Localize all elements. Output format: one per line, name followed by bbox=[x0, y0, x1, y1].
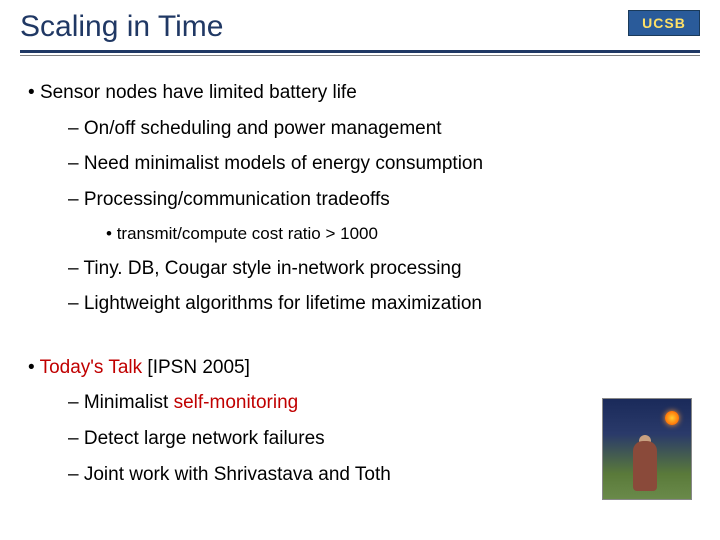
highlight-self-monitoring: self-monitoring bbox=[174, 392, 299, 413]
flame-icon bbox=[665, 411, 679, 425]
title-underline-thin bbox=[20, 55, 700, 56]
bullet-sub-1b: Need minimalist models of energy consump… bbox=[64, 151, 696, 177]
talk-ref: [IPSN 2005] bbox=[142, 357, 250, 378]
title-underline-thick bbox=[20, 50, 700, 53]
institution-badge: UCSB bbox=[628, 10, 700, 36]
bullet-sub-1d: Tiny. DB, Cougar style in-network proces… bbox=[64, 256, 696, 282]
highlight-todays-talk: Today's Talk bbox=[40, 357, 143, 378]
figure-body bbox=[633, 441, 657, 491]
decorative-image bbox=[602, 398, 692, 500]
bullet-sub-1e: Lightweight algorithms for lifetime maxi… bbox=[64, 291, 696, 317]
bullet-main-2: Today's Talk [IPSN 2005] bbox=[24, 355, 696, 381]
slide-header: Scaling in Time UCSB bbox=[0, 0, 720, 56]
section-gap bbox=[24, 327, 696, 349]
bullet-sub-1c: Processing/communication tradeoffs bbox=[64, 187, 696, 213]
bullet-main-1: Sensor nodes have limited battery life bbox=[24, 80, 696, 106]
sub2a-prefix: Minimalist bbox=[84, 392, 174, 413]
bullet-sub-1a: On/off scheduling and power management bbox=[64, 116, 696, 142]
bullet-subsub-1: transmit/compute cost ratio > 1000 bbox=[104, 223, 696, 246]
slide-title: Scaling in Time bbox=[20, 10, 700, 44]
